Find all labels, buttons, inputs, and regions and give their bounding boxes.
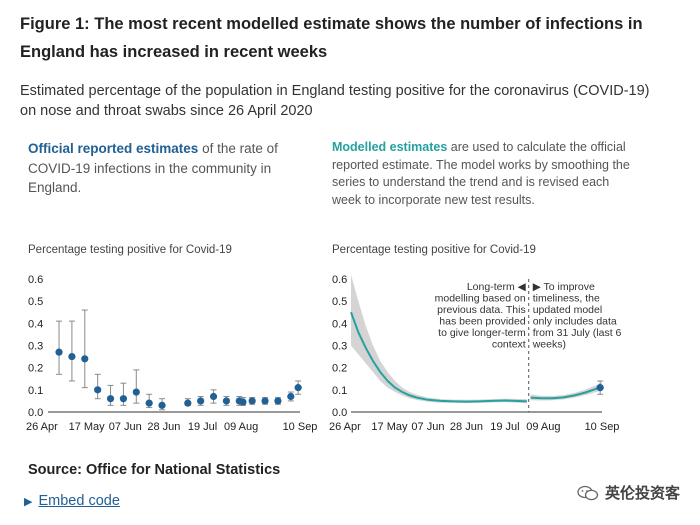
left-x-tick-label: 07 Jun <box>109 421 142 433</box>
left-data-point <box>106 395 115 403</box>
right-modelled-line-1 <box>350 311 527 403</box>
left-y-tick-label: 0.5 <box>28 296 43 308</box>
right-y-tick-label: 0.5 <box>332 296 347 308</box>
figure-title: Figure 1: The most recent modelled estim… <box>20 15 643 61</box>
triangle-right-icon: ▶ <box>24 496 33 508</box>
right-x-tick-label: 09 Aug <box>526 421 560 433</box>
right-x-tick-label: 26 Apr <box>329 421 361 433</box>
left-data-point <box>239 398 247 406</box>
right-y-tick-label: 0.1 <box>332 385 347 397</box>
right-panel-text: are used to calculate the official repor… <box>332 140 630 207</box>
right-annotation-right-line: from 31 July (last 6 <box>533 327 622 339</box>
modelled-estimates-chart: 0.0 0.1 0.2 0.3 0.4 0.5 0.6 26 Apr 17 May 07 Jun 2… <box>329 274 622 433</box>
charts-svg: 0.00.10.20.30.40.50.626 Apr 17 May 07 Jun 2… <box>26 274 622 433</box>
watermark-text: 英伦投资客 <box>604 485 680 502</box>
right-annotation-right-line: ▶ To improve <box>533 281 595 293</box>
left-data-point <box>274 397 282 405</box>
right-annotation-right-line: timeliness, the <box>533 293 600 305</box>
left-y-tick-label: 0.0 <box>28 407 43 419</box>
right-annotation-left-line: has been provided <box>439 316 526 328</box>
source-note: Source: Office for National Statistics <box>28 462 281 478</box>
right-annotation-left-line: previous data. This <box>437 304 526 316</box>
watermark: 英伦投资客 <box>577 482 680 503</box>
left-data-point <box>158 401 166 409</box>
right-data-point <box>596 384 604 392</box>
embed-code-label: Embed code <box>38 493 120 509</box>
modelled-estimates-highlight: Modelled estimates <box>332 140 448 154</box>
official-estimates-highlight: Official reported estimates <box>28 141 199 156</box>
right-annotation-left-line: to give longer-term <box>438 327 526 339</box>
right-y-tick-label: 0.6 <box>332 274 347 286</box>
left-data-point <box>81 355 89 363</box>
left-x-tick-label: 19 Jul <box>188 421 217 433</box>
left-y-tick-label: 0.2 <box>28 363 43 375</box>
right-x-tick-label: 28 Jun <box>450 421 483 433</box>
left-y-tick-label: 0.6 <box>28 274 43 286</box>
left-data-point <box>184 399 192 407</box>
right-annotation-right-line: weeks) <box>532 339 566 351</box>
right-y-tick-label: 0.4 <box>332 318 347 330</box>
left-y-tick-label: 0.1 <box>28 385 43 397</box>
left-data-point <box>119 395 128 403</box>
left-x-tick-label: 10 Sep <box>283 421 318 433</box>
right-annotation-right-line: updated model <box>533 304 602 316</box>
left-data-point <box>294 384 302 392</box>
left-data-point <box>248 397 256 405</box>
left-data-point <box>197 397 205 405</box>
right-x-tick-label: 17 May <box>371 421 408 433</box>
left-data-point <box>132 388 140 396</box>
right-x-tick-label: 19 Jul <box>490 421 519 433</box>
right-x-tick-label: 07 Jun <box>411 421 444 433</box>
right-annotation-left-line: modelling based on <box>435 293 526 305</box>
left-data-point <box>222 397 231 405</box>
right-y-tick-label: 0.3 <box>332 341 347 353</box>
right-annotation-left-line: Long-term ◀ <box>467 281 527 293</box>
right-modelled-line-2 <box>530 385 603 400</box>
left-data-point <box>145 399 153 407</box>
left-panel-text: of the rate of COVID-19 infections in th… <box>28 141 278 195</box>
right-annotation-right-line: only includes data <box>533 316 617 328</box>
right-y-tick-label: 0.2 <box>332 363 347 375</box>
embed-code-link[interactable]: ▶ Embed code <box>24 493 120 509</box>
left-data-point <box>209 392 218 401</box>
left-x-tick-label: 09 Aug <box>224 421 258 433</box>
right-chart-y-label: Percentage testing positive for Covid-19 <box>332 244 536 256</box>
left-data-point <box>94 386 102 394</box>
left-y-tick-label: 0.4 <box>28 318 43 330</box>
left-data-point <box>55 348 63 356</box>
figure-subtitle: Estimated percentage of the population i… <box>20 83 650 119</box>
official-estimates-chart: 0.0 0.1 0.2 0.3 0.4 0.5 0.6 26 Apr 17 May 07 Jun 2… <box>26 274 317 433</box>
right-annotation-left-line: context <box>492 339 526 351</box>
wechat-icon <box>577 485 599 500</box>
left-panel-description: Official reported estimates of the rate … <box>28 139 318 198</box>
right-y-tick-label: 0.0 <box>332 407 347 419</box>
left-data-point <box>261 397 269 405</box>
right-x-tick-label: 10 Sep <box>585 421 620 433</box>
left-x-tick-label: 17 May <box>69 421 106 433</box>
left-chart-y-label: Percentage testing positive for Covid-19 <box>28 244 232 256</box>
left-x-tick-label: 26 Apr <box>26 421 58 433</box>
left-y-tick-label: 0.3 <box>28 341 43 353</box>
left-data-point <box>287 392 295 401</box>
left-x-tick-label: 28 Jun <box>147 421 180 433</box>
right-panel-description: Modelled estimates are used to calculate… <box>332 139 632 209</box>
left-data-point <box>68 352 76 361</box>
